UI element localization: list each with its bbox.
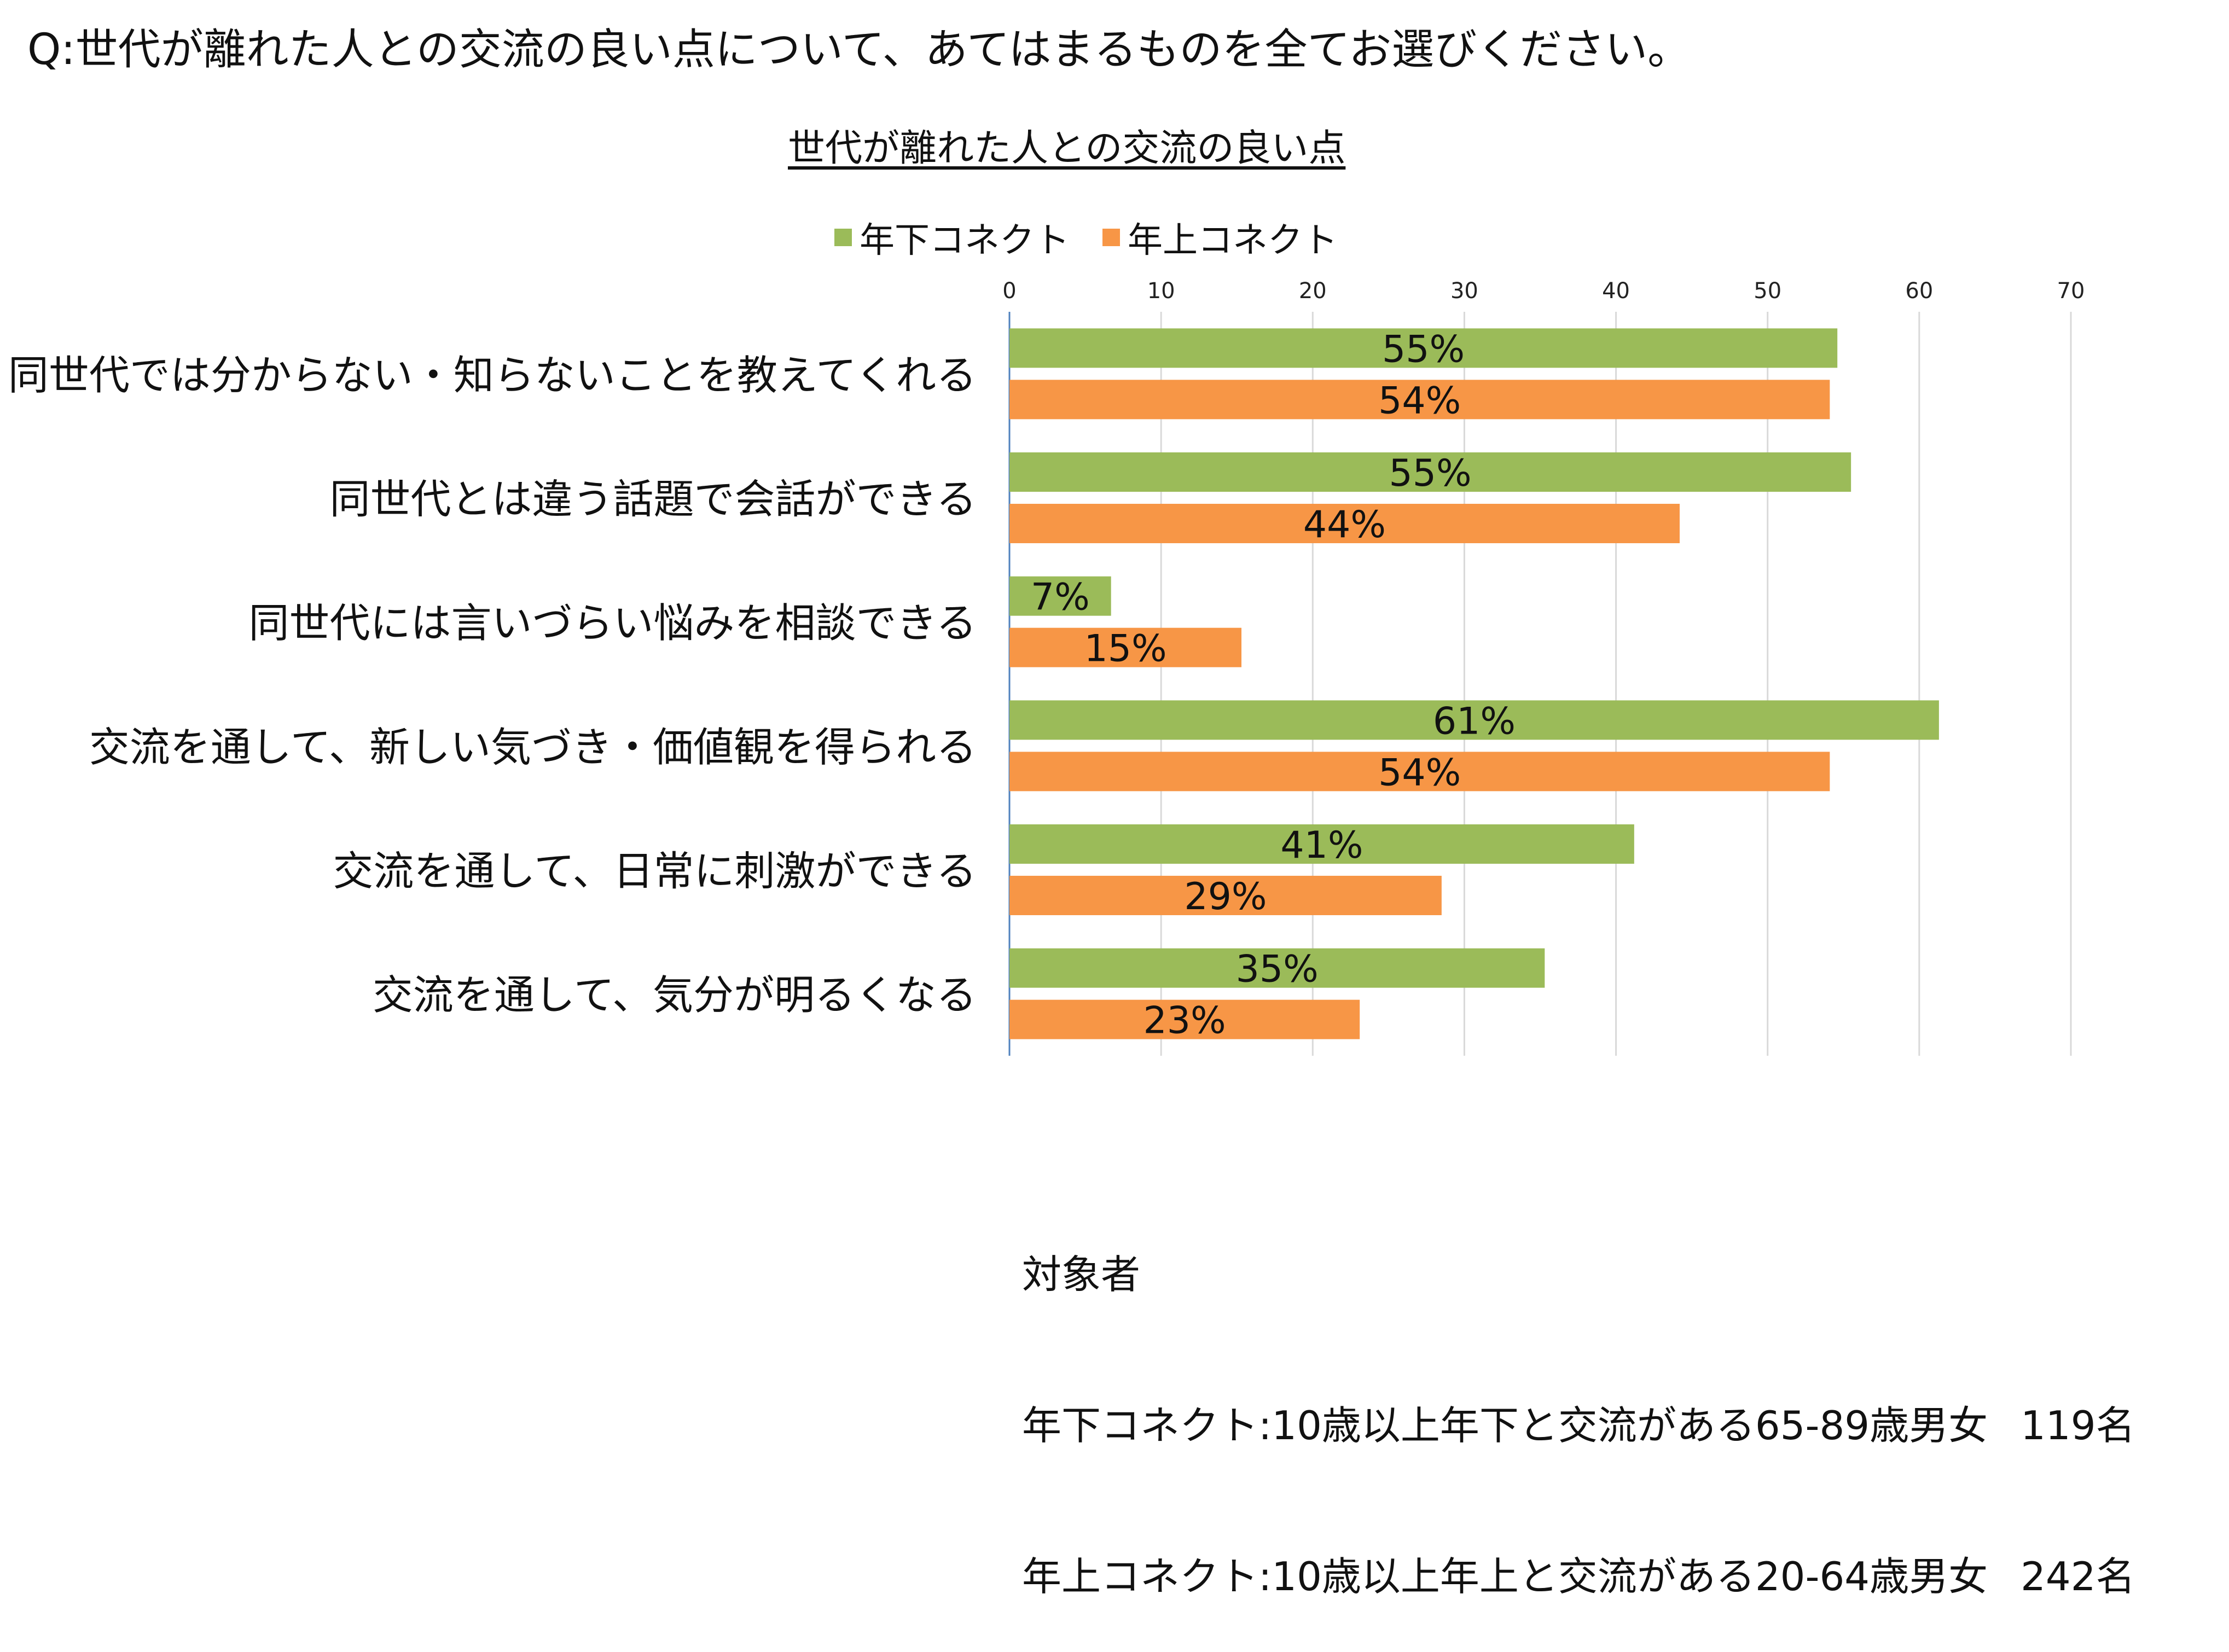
footnote: 対象者 年下コネクト:10歳以上年下と交流がある65-89歳男女 119名 年上… [1022,1149,2135,1652]
x-tick-label: 30 [1450,278,1478,304]
x-tick-label: 50 [1754,278,1781,304]
x-tick-label: 10 [1147,278,1175,304]
category-label: 同世代とは違う話題で会話ができる [329,476,977,523]
data-label: 54% [1378,379,1461,422]
data-label: 29% [1184,875,1267,918]
legend-label-series-1: 年下コネクト [860,220,1070,261]
x-tick-label: 40 [1602,278,1630,304]
legend-label-series-2: 年上コネクト [1128,220,1338,261]
chart-legend: 年下コネクト 年上コネクト [834,212,1371,263]
x-tick-label: 20 [1299,278,1327,304]
footnote-heading: 対象者 [1022,1252,1141,1298]
data-label: 41% [1280,824,1363,867]
footnote-count: 242名 [2021,1554,2135,1599]
bar-series-1 [1009,948,1545,988]
chart-title: 世代が離れた人との交流の良い点 [788,127,1346,170]
data-label: 44% [1303,503,1386,546]
bar-series-2 [1009,999,1360,1039]
footnote-text: 年下コネクト:10歳以上年下と交流がある65-89歳男女 [1022,1403,1988,1449]
category-label: 交流を通して、新しい気づき・価値観を得られる [89,724,977,771]
category-label: 交流を通して、気分が明るくなる [373,972,977,1019]
footnote-row: 年上コネクト:10歳以上年上と交流がある20-64歳男女 242名 [1022,1551,2135,1602]
data-label: 7% [1031,576,1090,619]
x-tick-label: 60 [1905,278,1933,304]
bar-series-1 [1009,576,1111,616]
data-label: 61% [1433,700,1516,743]
footnote-row: 年下コネクト:10歳以上年下と交流がある65-89歳男女 119名 [1022,1400,2135,1451]
x-tick-label: 0 [1002,278,1016,304]
bar-series-2 [1009,627,1242,667]
data-label: 23% [1143,999,1226,1043]
bar-series-2 [1009,752,1830,792]
bar-series-2 [1009,876,1442,915]
bar-series-1 [1009,824,1634,864]
question-text: Q:世代が離れた人との交流の良い点について、あてはまるものを全てお選びください。 [27,25,1691,74]
legend-swatch-series-2 [1102,229,1120,246]
category-label: 交流を通して、日常に刺激ができる [333,848,977,895]
footnote-text: 年上コネクト:10歳以上年上と交流がある20-64歳男女 [1022,1554,1988,1599]
data-label: 54% [1378,751,1461,794]
bar-chart: 0 10 20 30 40 50 60 70 同世代では分からない・知らないことを教えてくれる 5… [8,278,2085,1056]
data-label: 55% [1389,452,1472,495]
x-tick-label: 70 [2057,278,2085,304]
category-label: 同世代には言いづらい悩みを相談できる [248,600,977,647]
data-label: 35% [1236,948,1319,991]
bar-series-1 [1009,452,1851,492]
bar-series-1 [1009,700,1939,740]
footnote-count: 119名 [2021,1403,2135,1449]
legend-item-series-2: 年上コネクト [1102,212,1338,263]
legend-swatch-series-1 [834,229,852,246]
data-label: 55% [1382,328,1465,371]
bar-series-2 [1009,380,1830,420]
data-label: 15% [1084,627,1166,671]
bar-series-2 [1009,504,1680,543]
category-label: 同世代では分からない・知らないことを教えてくれる [8,352,977,399]
legend-item-series-1: 年下コネクト [834,212,1070,263]
bar-series-1 [1009,328,1838,368]
